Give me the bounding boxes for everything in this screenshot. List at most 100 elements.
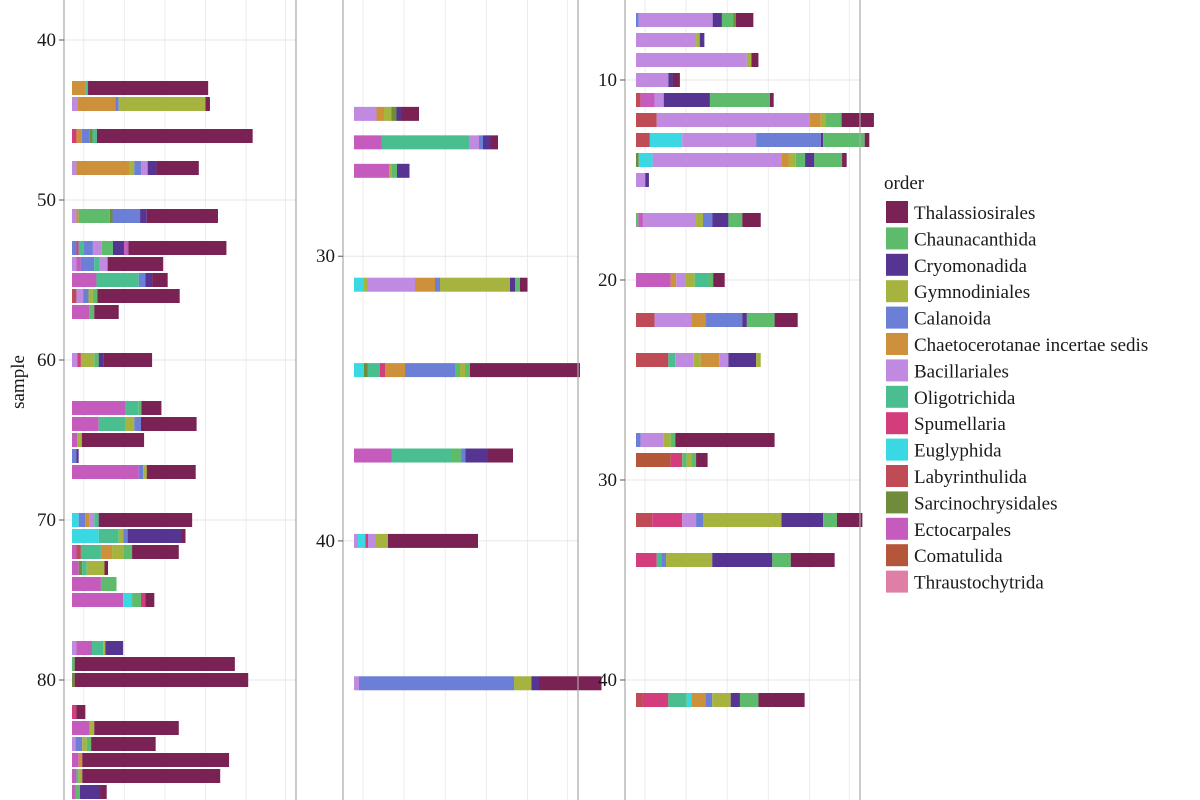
legend-label: Gymnodiniales bbox=[914, 282, 1030, 303]
bar-segment bbox=[358, 533, 366, 548]
bar-segment bbox=[72, 97, 78, 111]
bar-segment bbox=[675, 433, 775, 447]
bar-sample-84 bbox=[72, 737, 156, 751]
bar-sample-80 bbox=[72, 673, 249, 687]
bar-segment bbox=[364, 277, 368, 292]
bar-segment bbox=[88, 289, 93, 303]
bar-segment bbox=[712, 693, 731, 707]
legend-title: order bbox=[884, 173, 925, 194]
bar-segment bbox=[354, 106, 377, 121]
bar-segment bbox=[147, 161, 157, 175]
bar-segment bbox=[72, 753, 79, 767]
bar-segment bbox=[751, 53, 759, 67]
bar-segment bbox=[823, 133, 865, 147]
bar-segment bbox=[691, 453, 697, 467]
bar-segment bbox=[649, 133, 683, 147]
bar-sample-64 bbox=[72, 417, 197, 431]
bar-segment bbox=[107, 257, 164, 271]
bar-segment bbox=[82, 753, 230, 767]
bar-segment bbox=[72, 465, 139, 479]
bar-segment bbox=[123, 529, 128, 543]
bar-segment bbox=[654, 313, 692, 327]
bar-segment bbox=[72, 401, 126, 415]
bar-sample-55 bbox=[72, 273, 168, 287]
bar-segment bbox=[76, 641, 93, 655]
bar-segment bbox=[640, 93, 655, 107]
y-tick-label: 10 bbox=[598, 70, 617, 91]
bar-sample-74 bbox=[72, 577, 117, 591]
bar-sample-70 bbox=[72, 513, 193, 527]
y-tick-label: 80 bbox=[37, 670, 56, 691]
y-tick-label: 40 bbox=[598, 670, 617, 691]
bar-segment bbox=[367, 277, 415, 292]
bar-segment bbox=[359, 676, 514, 691]
bar-segment bbox=[699, 33, 705, 47]
bar-segment bbox=[72, 545, 77, 559]
bar-segment bbox=[72, 353, 78, 367]
bar-segment bbox=[488, 448, 513, 463]
bar-segment bbox=[702, 513, 782, 527]
legend-label: Labyrinthulida bbox=[914, 467, 1027, 488]
bar-segment bbox=[385, 363, 405, 378]
bar-segment bbox=[636, 173, 646, 187]
bar-segment bbox=[97, 289, 180, 303]
legend-swatch bbox=[886, 385, 908, 408]
bar-segment bbox=[77, 353, 81, 367]
bar-segment bbox=[76, 129, 82, 143]
bar-segment bbox=[103, 353, 153, 367]
bar-segment bbox=[455, 363, 460, 378]
panels: 40 50 60 70 80 30 40 10 20 30 40 bbox=[37, 0, 874, 800]
bar-sample-40 bbox=[354, 533, 478, 548]
bar-sample-46 bbox=[72, 129, 253, 143]
bar-sample-51 bbox=[72, 209, 218, 223]
bar-segment bbox=[98, 417, 126, 431]
bar-segment bbox=[705, 693, 713, 707]
bar-segment bbox=[132, 545, 179, 559]
bar-segment bbox=[746, 313, 775, 327]
bar-segment bbox=[74, 673, 249, 687]
bar-segment bbox=[391, 448, 452, 463]
bar-segment bbox=[735, 13, 754, 27]
bar-segment bbox=[696, 33, 700, 47]
bar-sample-78 bbox=[72, 641, 124, 655]
bar-sample-37 bbox=[354, 448, 513, 463]
bar-segment bbox=[76, 449, 79, 463]
bar-segment bbox=[842, 153, 847, 167]
bar-segment bbox=[367, 363, 380, 378]
legend-swatch bbox=[886, 570, 908, 593]
bar-segment bbox=[661, 553, 667, 567]
bar-segment bbox=[691, 693, 706, 707]
bar-segment bbox=[77, 433, 82, 447]
bar-segment bbox=[772, 553, 791, 567]
bar-segment bbox=[656, 553, 662, 567]
legend-item: Bacillariales bbox=[886, 359, 1009, 382]
bar-segment bbox=[89, 305, 95, 319]
y-tick-label: 60 bbox=[37, 350, 56, 371]
bar-segment bbox=[115, 97, 119, 111]
bar-segment bbox=[84, 241, 93, 255]
bar-segment bbox=[756, 133, 821, 147]
legend-swatch bbox=[886, 544, 908, 567]
y-tick-label: 70 bbox=[37, 510, 56, 531]
bar-segment bbox=[78, 241, 85, 255]
bar-segment bbox=[81, 129, 90, 143]
bar-segment bbox=[469, 135, 479, 150]
bar-segment bbox=[376, 106, 384, 121]
legend-label: Spumellaria bbox=[914, 414, 1006, 435]
bar-sample-22 bbox=[636, 313, 798, 327]
bar-segment bbox=[75, 785, 81, 799]
legend-swatch bbox=[886, 201, 908, 223]
bar-segment bbox=[72, 561, 79, 575]
bar-segment bbox=[94, 353, 99, 367]
bar-segment bbox=[89, 129, 93, 143]
bar-segment bbox=[92, 241, 102, 255]
bar-sample-8 bbox=[636, 33, 705, 47]
bar-segment bbox=[636, 33, 697, 47]
bar-segment bbox=[460, 363, 465, 378]
bar-sample-14 bbox=[636, 153, 847, 167]
bar-segment bbox=[112, 209, 141, 223]
bar-segment bbox=[134, 161, 141, 175]
legend-item: Calanoida bbox=[886, 306, 992, 330]
bar-segment bbox=[696, 213, 703, 227]
bar-segment bbox=[670, 273, 677, 287]
